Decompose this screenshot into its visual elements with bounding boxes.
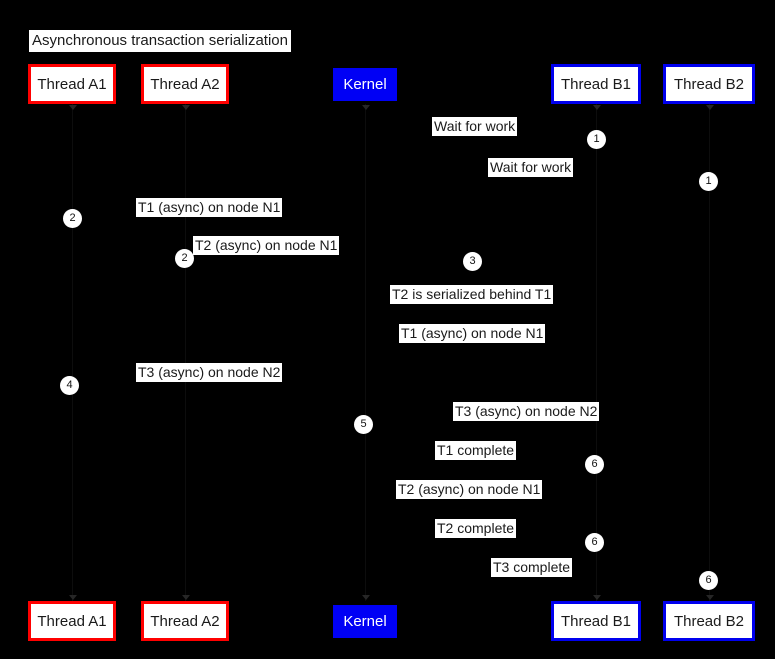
lifeline-arrow-icon-bottom-thread-a1 [69, 595, 77, 600]
participant-thread-a2-top[interactable]: Thread A2 [141, 64, 229, 104]
step-badge-3: 3 [463, 252, 482, 271]
lifeline-arrow-icon-thread-a1 [69, 105, 77, 110]
step-badge-6: 6 [585, 533, 604, 552]
lifeline-arrow-icon-bottom-thread-b2 [706, 595, 714, 600]
message-label: T2 complete [435, 519, 517, 538]
participant-label: Kernel [343, 76, 387, 93]
lifeline-thread-b1 [596, 104, 597, 601]
message-label: Wait for work [432, 117, 518, 136]
lifeline-arrow-icon-bottom-thread-a2 [182, 595, 190, 600]
participant-thread-b2-bottom[interactable]: Thread B2 [663, 601, 755, 641]
participant-label: Thread A2 [150, 612, 220, 630]
message-label: T2 is serialized behind T1 [390, 285, 554, 304]
participant-label: Kernel [343, 613, 387, 630]
participant-label: Thread B2 [673, 75, 745, 93]
participant-label: Thread B1 [560, 75, 632, 93]
step-badge-2: 2 [63, 209, 82, 228]
message-label: T1 (async) on node N1 [136, 198, 283, 217]
participant-thread-a2-bottom[interactable]: Thread A2 [141, 601, 229, 641]
lifeline-arrow-icon-bottom-kernel [362, 595, 370, 600]
lifeline-thread-a2 [185, 104, 186, 601]
message-label: T1 (async) on node N1 [399, 324, 546, 343]
participant-thread-a1-bottom[interactable]: Thread A1 [28, 601, 116, 641]
step-badge-5: 5 [354, 415, 373, 434]
lifeline-arrow-icon-kernel [362, 105, 370, 110]
participant-kernel-bottom[interactable]: Kernel [333, 605, 397, 638]
step-badge-1: 1 [699, 172, 718, 191]
participant-label: Thread B1 [560, 612, 632, 630]
lifeline-arrow-icon-thread-b1 [593, 105, 601, 110]
message-label: T2 (async) on node N1 [396, 480, 543, 499]
lifeline-arrow-icon-thread-a2 [182, 105, 190, 110]
step-badge-6: 6 [699, 571, 718, 590]
lifeline-arrow-icon-thread-b2 [706, 105, 714, 110]
step-badge-2: 2 [175, 249, 194, 268]
message-label: T3 complete [491, 558, 573, 577]
participant-thread-b2-top[interactable]: Thread B2 [663, 64, 755, 104]
step-badge-6: 6 [585, 455, 604, 474]
participant-thread-b1-top[interactable]: Thread B1 [551, 64, 641, 104]
step-badge-1: 1 [587, 130, 606, 149]
participant-thread-a1-top[interactable]: Thread A1 [28, 64, 116, 104]
participant-label: Thread A1 [37, 75, 107, 93]
participant-kernel-top[interactable]: Kernel [333, 68, 397, 101]
message-label: T3 (async) on node N2 [453, 402, 600, 421]
participant-label: Thread B2 [673, 612, 745, 630]
participant-label: Thread A2 [150, 75, 220, 93]
lifeline-thread-a1 [72, 104, 73, 601]
participant-thread-b1-bottom[interactable]: Thread B1 [551, 601, 641, 641]
participant-label: Thread A1 [37, 612, 107, 630]
step-badge-4: 4 [60, 376, 79, 395]
message-label: T3 (async) on node N2 [136, 363, 283, 382]
lifeline-thread-b2 [709, 104, 710, 601]
lifeline-arrow-icon-bottom-thread-b1 [593, 595, 601, 600]
lifeline-kernel [365, 104, 366, 601]
message-label: T1 complete [435, 441, 517, 460]
message-label: Wait for work [488, 158, 574, 177]
diagram-title: Asynchronous transaction serialization [29, 30, 291, 52]
message-label: T2 (async) on node N1 [193, 236, 340, 255]
